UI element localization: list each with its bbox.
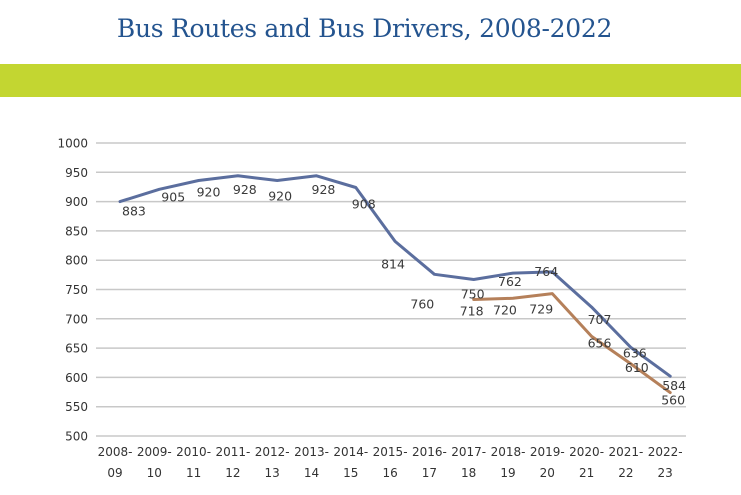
bus-routes-line <box>118 174 672 378</box>
routes-data-label: 707 <box>588 312 612 327</box>
drivers-data-label: 729 <box>529 302 553 317</box>
x-tick-label-top: 2011- <box>215 445 250 459</box>
x-tick-label-bottom: 12 <box>225 466 240 480</box>
routes-data-label: 762 <box>498 274 522 289</box>
routes-data-label: 908 <box>352 197 376 212</box>
x-tick-label-bottom: 11 <box>186 466 201 480</box>
x-tick-label-top: 2008- <box>98 445 133 459</box>
x-tick-label-bottom: 23 <box>658 466 673 480</box>
x-tick-label-top: 2019- <box>530 445 565 459</box>
y-tick-label: 900 <box>65 195 88 209</box>
drivers-data-label: 720 <box>493 302 517 317</box>
routes-data-label: 584 <box>662 378 686 393</box>
x-tick-label-top: 2018- <box>491 445 526 459</box>
bus-drivers-line <box>472 292 672 395</box>
routes-data-label: 905 <box>161 189 185 204</box>
x-tick-label-bottom: 17 <box>422 466 437 480</box>
x-tick-label-top: 2009- <box>137 445 172 459</box>
y-tick-label: 650 <box>65 342 88 356</box>
routes-data-label: 883 <box>122 204 146 219</box>
x-tick-label-bottom: 14 <box>304 466 319 480</box>
page-title: Bus Routes and Bus Drivers, 2008-2022 <box>116 14 613 43</box>
routes-data-label: 814 <box>381 256 405 271</box>
routes-data-label: 750 <box>461 287 485 302</box>
x-tick-label-top: 2012- <box>255 445 290 459</box>
y-tick-label: 600 <box>65 371 88 385</box>
x-tick-label-bottom: 22 <box>618 466 633 480</box>
x-tick-label-top: 2020- <box>569 445 604 459</box>
x-tick-label-top: 2014- <box>333 445 368 459</box>
x-tick-label-bottom: 16 <box>382 466 397 480</box>
x-tick-label-bottom: 18 <box>461 466 476 480</box>
routes-data-label: 920 <box>268 189 292 204</box>
routes-data-label: 760 <box>410 296 434 311</box>
x-tick-label-top: 2021- <box>608 445 643 459</box>
x-tick-label-top: 2015- <box>373 445 408 459</box>
drivers-data-label: 718 <box>460 303 484 318</box>
x-tick-label-bottom: 09 <box>107 466 122 480</box>
routes-data-label: 928 <box>312 182 336 197</box>
routes-data-label: 764 <box>534 264 558 279</box>
y-tick-label: 750 <box>65 283 88 297</box>
x-tick-label-bottom: 15 <box>343 466 358 480</box>
y-tick-label: 500 <box>65 430 88 444</box>
x-tick-label-bottom: 21 <box>579 466 594 480</box>
y-tick-label: 550 <box>65 400 88 414</box>
x-tick-label-top: 2013- <box>294 445 329 459</box>
y-tick-label: 950 <box>65 166 88 180</box>
x-tick-label-bottom: 20 <box>540 466 555 480</box>
x-tick-label-top: 2016- <box>412 445 447 459</box>
y-tick-label: 1000 <box>57 137 88 151</box>
x-tick-label-bottom: 10 <box>147 466 162 480</box>
x-tick-label-top: 2022- <box>648 445 683 459</box>
routes-data-label: 920 <box>197 185 221 200</box>
header-accent-band <box>0 64 741 97</box>
drivers-data-label: 560 <box>661 393 685 408</box>
x-tick-label-top: 2010- <box>176 445 211 459</box>
y-tick-label: 700 <box>65 312 88 326</box>
y-tick-label: 800 <box>65 254 88 268</box>
routes-data-label: 928 <box>233 182 257 197</box>
drivers-data-label: 610 <box>625 360 649 375</box>
routes-data-label: 636 <box>623 346 647 361</box>
drivers-data-label: 656 <box>588 335 612 350</box>
y-tick-label: 850 <box>65 224 88 238</box>
x-tick-label-bottom: 13 <box>265 466 280 480</box>
x-tick-label-bottom: 19 <box>500 466 515 480</box>
x-tick-label-top: 2017- <box>451 445 486 459</box>
